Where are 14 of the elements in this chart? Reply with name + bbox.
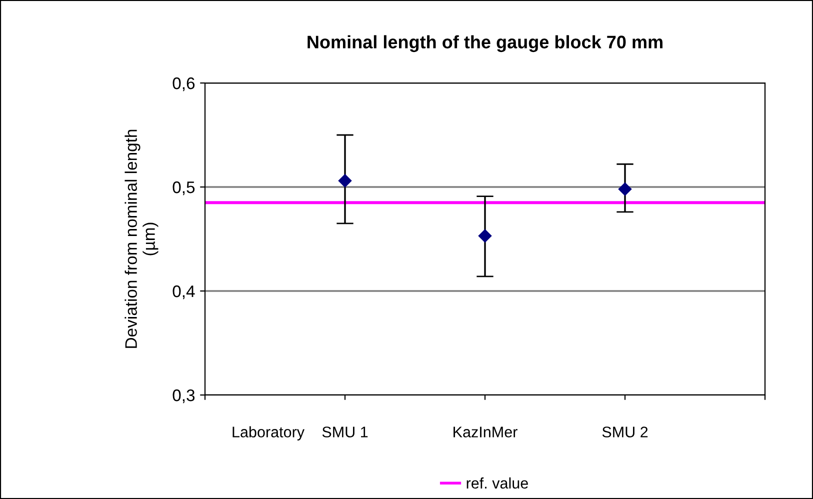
y-tick-label: 0,3 xyxy=(172,389,195,404)
y-axis-title: Deviation from nominal length (µm) xyxy=(124,130,158,348)
legend-label: ref. value xyxy=(466,477,528,489)
point xyxy=(618,182,632,196)
x-tick-label: KazInMer xyxy=(454,426,518,438)
point xyxy=(478,229,492,242)
point xyxy=(338,174,352,188)
x-tick-label: SMU 2 xyxy=(602,426,648,438)
y-tick-label: 0,6 xyxy=(172,77,195,92)
y-tick-label: 0,5 xyxy=(172,181,195,196)
x-axis-title: Laboratory xyxy=(232,426,304,440)
x-tick-label: SMU 1 xyxy=(322,426,368,438)
chart-title: Nominal length of the gauge block 70 mm xyxy=(308,35,662,52)
y-tick-label: 0,4 xyxy=(172,285,195,300)
